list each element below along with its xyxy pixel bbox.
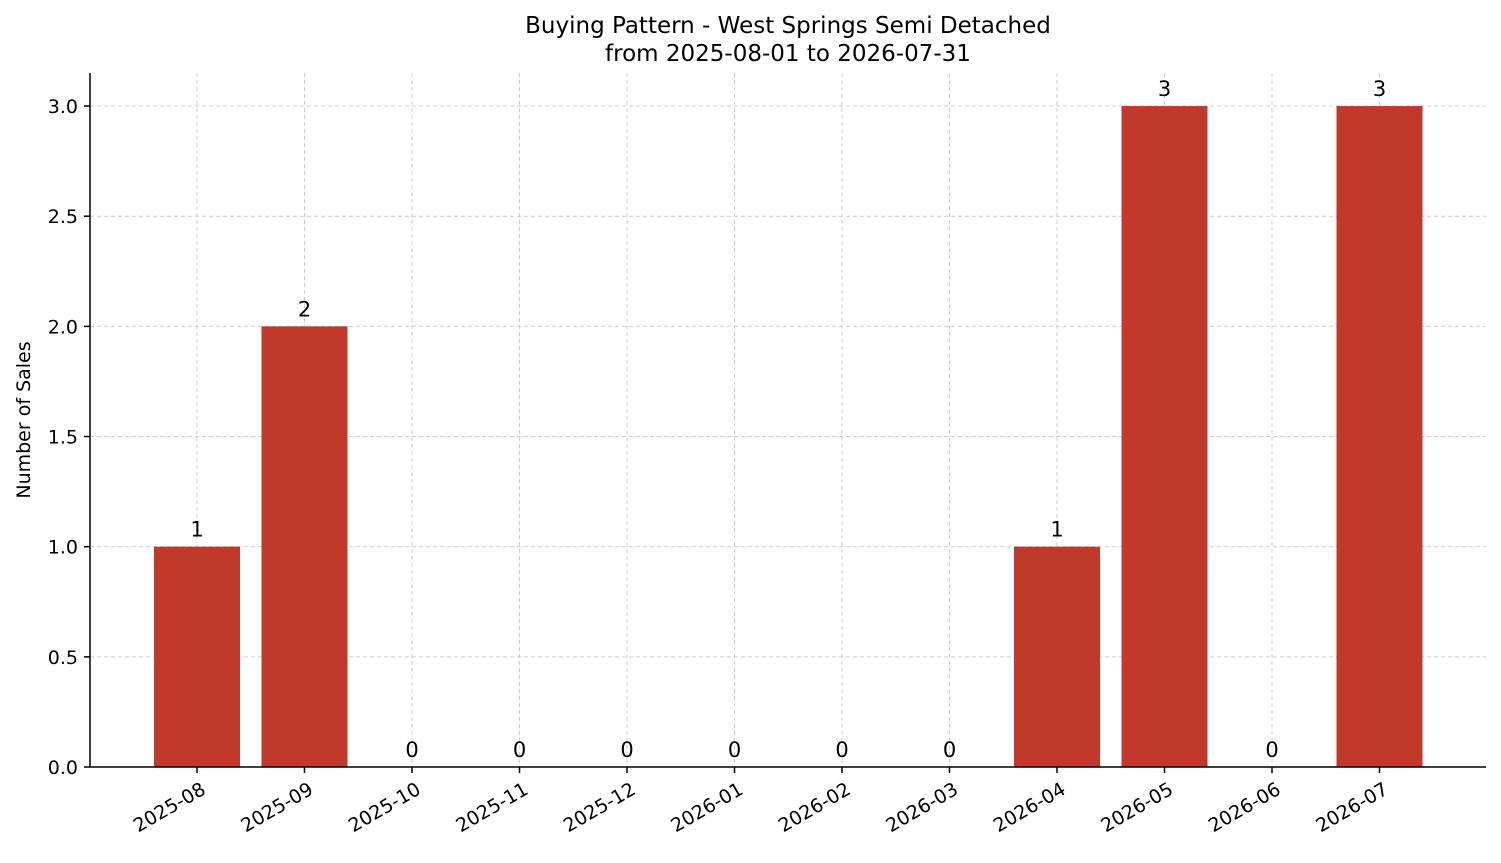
x-tick-label: 2026-01 <box>667 778 747 837</box>
x-tick-label: 2026-02 <box>775 778 855 837</box>
bars <box>154 106 1423 768</box>
bar <box>261 326 348 767</box>
x-tick-label: 2026-07 <box>1312 778 1392 837</box>
bar-value-label: 0 <box>405 738 418 762</box>
x-tick-label: 2025-10 <box>345 778 425 837</box>
bar-value-label: 0 <box>513 738 526 762</box>
x-tick-label: 2026-05 <box>1097 778 1177 837</box>
y-tick-label: 2.0 <box>48 316 78 338</box>
bar-value-label: 0 <box>728 738 741 762</box>
axes <box>89 73 1486 768</box>
x-tick-label: 2025-12 <box>560 778 640 837</box>
bar-value-label: 3 <box>1373 77 1386 101</box>
x-tick-label: 2025-08 <box>130 778 210 837</box>
y-tick-label: 2.5 <box>48 206 78 228</box>
chart-title: Buying Pattern - West Springs Semi Detac… <box>525 13 1051 39</box>
bar-value-label: 0 <box>943 738 956 762</box>
bar-value-label: 0 <box>1265 738 1278 762</box>
x-tick-label: 2025-09 <box>237 778 317 837</box>
y-tick-label: 3.0 <box>48 96 78 118</box>
bar-value-label: 0 <box>620 738 633 762</box>
bar-value-label: 1 <box>1050 518 1063 542</box>
y-tick-label: 1.0 <box>48 537 78 559</box>
x-axis-ticks: 2025-08 2025-09 2025-10 2025-11 2025-12 2026-… <box>130 767 1392 837</box>
y-tick-label: 0.5 <box>48 647 78 669</box>
x-tick-label: 2026-06 <box>1205 778 1285 837</box>
bar <box>154 546 240 767</box>
bar-value-label: 2 <box>298 297 311 321</box>
y-tick-label: 1.5 <box>48 427 78 449</box>
bar-value-label: 3 <box>1158 77 1171 101</box>
chart-title-group: Buying Pattern - West Springs Semi Detac… <box>525 13 1051 67</box>
x-tick-label: 2026-03 <box>882 778 962 837</box>
bar-value-label: 1 <box>190 518 203 542</box>
bar <box>1121 106 1208 768</box>
bar <box>1336 106 1423 768</box>
data-labels: 1 2 0 0 0 0 0 0 1 3 0 3 <box>190 77 1386 762</box>
chart-subtitle: from 2025-08-01 to 2026-07-31 <box>605 41 971 67</box>
x-tick-label: 2025-11 <box>452 778 532 837</box>
bar-value-label: 0 <box>835 738 848 762</box>
y-axis-label: Number of Sales <box>13 341 35 498</box>
y-tick-label: 0.0 <box>48 757 78 779</box>
bar <box>1014 546 1100 767</box>
y-axis-ticks: 0.0 0.5 1.0 1.5 2.0 2.5 3.0 <box>48 96 90 779</box>
x-tick-label: 2026-04 <box>990 778 1070 837</box>
